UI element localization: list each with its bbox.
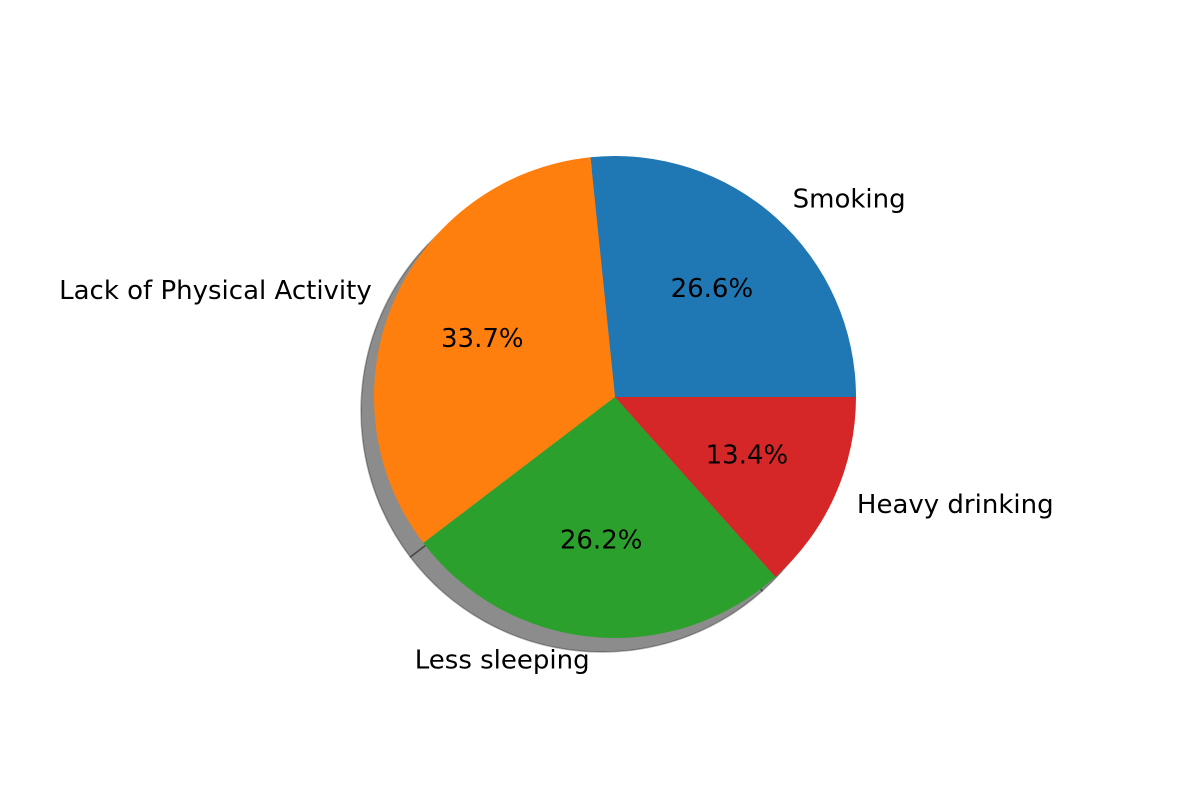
slice-percent-heavy-drinking: 13.4% (706, 441, 789, 471)
slice-smoking (590, 155, 857, 397)
slice-percent-lack-of-physical-activity: 33.7% (441, 324, 524, 354)
slice-label-lack-of-physical-activity: Lack of Physical Activity (59, 276, 372, 306)
pie-slices (373, 155, 857, 639)
slice-label-heavy-drinking: Heavy drinking (857, 490, 1054, 520)
pie-labels: Smoking 26.6% Lack of Physical Activity 33.… (59, 185, 1053, 676)
slice-lack-of-physical-activity (373, 157, 615, 544)
slice-percent-less-sleeping: 26.2% (560, 525, 643, 555)
slice-less-sleeping (423, 397, 776, 639)
slice-heavy-drinking (615, 397, 857, 577)
slice-percent-smoking: 26.6% (671, 274, 754, 304)
slice-label-less-sleeping: Less sleeping (415, 645, 590, 675)
slice-label-smoking: Smoking (793, 185, 906, 215)
